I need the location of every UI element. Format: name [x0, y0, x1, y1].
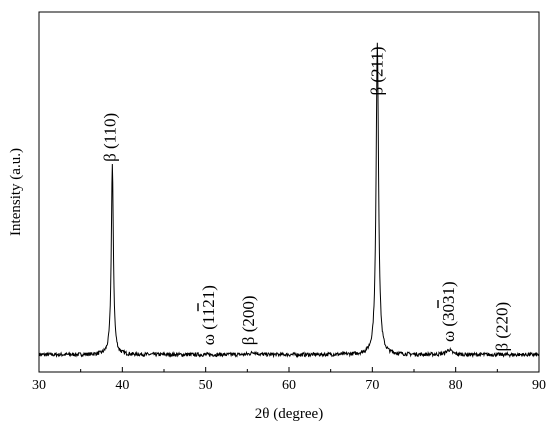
plot-frame	[38, 11, 540, 373]
y-axis-label: Intensity (a.u.)	[8, 148, 24, 236]
x-ticks	[38, 367, 540, 372]
x-tick-label: 90	[532, 378, 546, 393]
x-tick-labels: 30 40 50 60 70 80 90	[32, 378, 546, 393]
peak-label: ω (3031)	[439, 281, 458, 342]
x-tick-label: 60	[282, 378, 296, 393]
peak-label: β (110)	[101, 113, 120, 162]
x-tick-label: 80	[449, 378, 463, 393]
x-tick-label: 30	[32, 378, 46, 393]
peak-label: β (200)	[239, 295, 258, 345]
x-axis-label: 2θ (degree)	[255, 406, 323, 422]
peak-label: β (211)	[367, 46, 386, 95]
peak-labels: β (110) ω (1121) β (200) β (211) ω (3031) β (…	[101, 46, 512, 351]
peak-label: β (220)	[492, 302, 511, 352]
x-tick-label: 70	[365, 378, 379, 393]
xrd-spectrum-line	[38, 42, 540, 359]
x-tick-label: 40	[115, 378, 129, 393]
x-tick-label: 50	[199, 378, 213, 393]
peak-label: ω (1121)	[199, 285, 218, 345]
